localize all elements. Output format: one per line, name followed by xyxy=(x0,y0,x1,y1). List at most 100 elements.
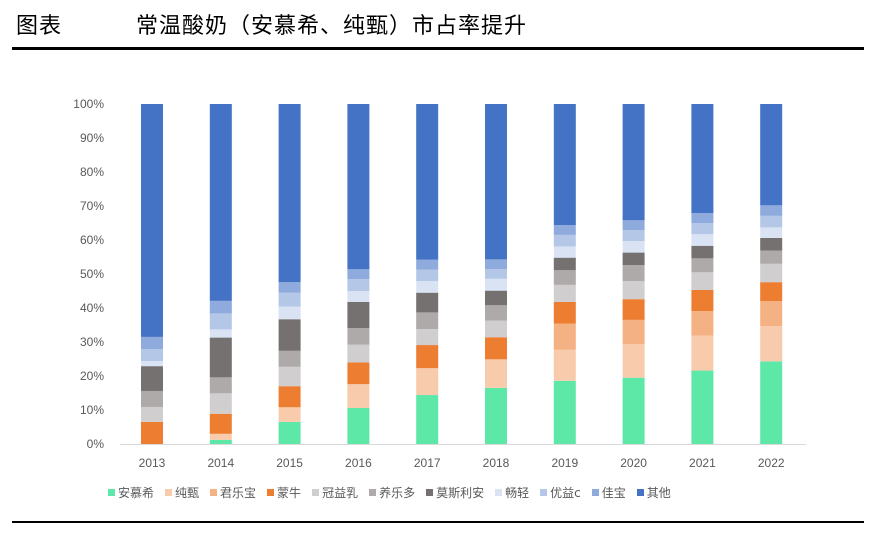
bar-segment xyxy=(691,335,714,371)
bar-segment xyxy=(278,306,301,320)
bar-segment xyxy=(278,350,301,367)
bar-segment xyxy=(416,104,439,260)
x-tick-label: 2018 xyxy=(483,456,510,470)
x-tick-label: 2015 xyxy=(276,456,303,470)
bar-segment xyxy=(141,336,163,350)
y-tick-label: 70% xyxy=(80,199,104,213)
bar-segment xyxy=(485,259,507,270)
bar-segment xyxy=(485,337,507,360)
y-tick-label: 20% xyxy=(80,369,104,383)
bar-segment xyxy=(347,407,370,444)
legend-swatch xyxy=(369,489,377,496)
legend-swatch xyxy=(210,489,218,496)
bar-segment xyxy=(485,359,507,388)
legend-swatch xyxy=(636,489,644,496)
bar-stack-2021 xyxy=(691,104,714,444)
bar-stack-2014 xyxy=(209,104,232,444)
bar-segment xyxy=(141,104,163,337)
legend-label: 安慕希 xyxy=(118,486,155,500)
bar-segment xyxy=(760,205,783,216)
bar-segment xyxy=(278,282,301,293)
bar-segment xyxy=(141,366,163,391)
bar-segment xyxy=(209,377,232,394)
bar-segment xyxy=(553,225,576,235)
chart-title: 常温酸奶（安慕希、纯甄）市占率提升 xyxy=(136,14,528,39)
bar-segment xyxy=(691,311,714,336)
bar-stack-2017 xyxy=(416,104,439,444)
bar-segment xyxy=(416,281,439,293)
legend-label: 畅轻 xyxy=(505,486,530,500)
bar-segment xyxy=(691,104,714,214)
bar-segment xyxy=(141,406,163,422)
bar-segment xyxy=(416,345,439,369)
x-tick-label: 2022 xyxy=(758,456,785,470)
bar-segment xyxy=(485,278,507,291)
x-tick-label: 2021 xyxy=(689,456,716,470)
bar-segment xyxy=(209,413,232,434)
bar-stack-2019 xyxy=(553,104,576,444)
bar-segment xyxy=(141,361,163,367)
legend-label: 蒙牛 xyxy=(277,486,302,500)
y-tick-label: 90% xyxy=(80,131,104,145)
bar-segment xyxy=(141,349,163,362)
bar-segment xyxy=(553,246,576,258)
bar-segment xyxy=(760,237,783,251)
legend-swatch xyxy=(495,489,503,496)
legend-label: 冠益乳 xyxy=(322,486,359,500)
bar-segment xyxy=(691,234,714,246)
legend-swatch xyxy=(591,489,599,496)
bar-segment xyxy=(622,220,645,231)
bar-segment xyxy=(485,290,507,306)
bar-segment xyxy=(347,269,370,280)
bar-segment xyxy=(209,104,232,301)
legend-item: 养乐多 xyxy=(369,484,415,501)
bar-segment xyxy=(209,313,232,330)
bar-segment xyxy=(485,320,507,338)
bar-segment xyxy=(622,252,645,266)
bars xyxy=(141,104,783,444)
bar-segment xyxy=(209,337,232,378)
bar-segment xyxy=(416,259,439,270)
legend-item: 纯甄 xyxy=(165,484,199,501)
x-tick-label: 2014 xyxy=(207,456,234,470)
legend-label: 君乐宝 xyxy=(220,486,257,500)
bar-segment xyxy=(485,305,507,321)
bar-segment xyxy=(760,361,783,444)
legend-item: 优益c xyxy=(540,484,581,501)
legend-swatch xyxy=(267,489,275,496)
bar-segment xyxy=(760,215,783,228)
bar-segment xyxy=(347,291,370,302)
bar-segment xyxy=(278,421,301,444)
bar-segment xyxy=(691,289,714,312)
bar-segment xyxy=(209,439,232,444)
bar-segment xyxy=(760,250,783,264)
bar-segment xyxy=(278,366,301,387)
bar-segment xyxy=(278,292,301,307)
bar-segment xyxy=(347,301,370,329)
legend-swatch xyxy=(540,489,548,496)
bar-segment xyxy=(485,104,507,260)
y-tick-label: 80% xyxy=(80,165,104,179)
bar-segment xyxy=(278,319,301,351)
bar-segment xyxy=(553,301,576,324)
bar-segment xyxy=(278,407,301,422)
legend-item: 佳宝 xyxy=(591,484,626,501)
bar-segment xyxy=(691,370,714,444)
bar-segment xyxy=(622,281,645,300)
x-axis: 2013 2014 2015 2016 2017 2018 2019 2020 2021 2022 xyxy=(139,456,785,470)
bar-segment xyxy=(553,284,576,302)
bar-segment xyxy=(347,328,370,345)
legend-label: 养乐多 xyxy=(379,486,416,500)
bar-segment xyxy=(622,319,645,345)
bar-segment xyxy=(416,329,439,346)
bar-segment xyxy=(141,421,163,444)
bar-segment xyxy=(760,282,783,302)
bar-segment xyxy=(347,104,370,270)
legend-item: 安慕希 xyxy=(108,484,154,501)
bar-segment xyxy=(622,230,645,242)
bar-stack-2020 xyxy=(622,104,645,444)
legend-item: 蒙牛 xyxy=(267,484,301,501)
bar-segment xyxy=(553,380,576,444)
legend: 安慕希 纯甄 君乐宝 蒙牛 冠益乳 养乐多 莫斯利安 畅轻 优益c 佳宝 其他 xyxy=(108,484,682,501)
